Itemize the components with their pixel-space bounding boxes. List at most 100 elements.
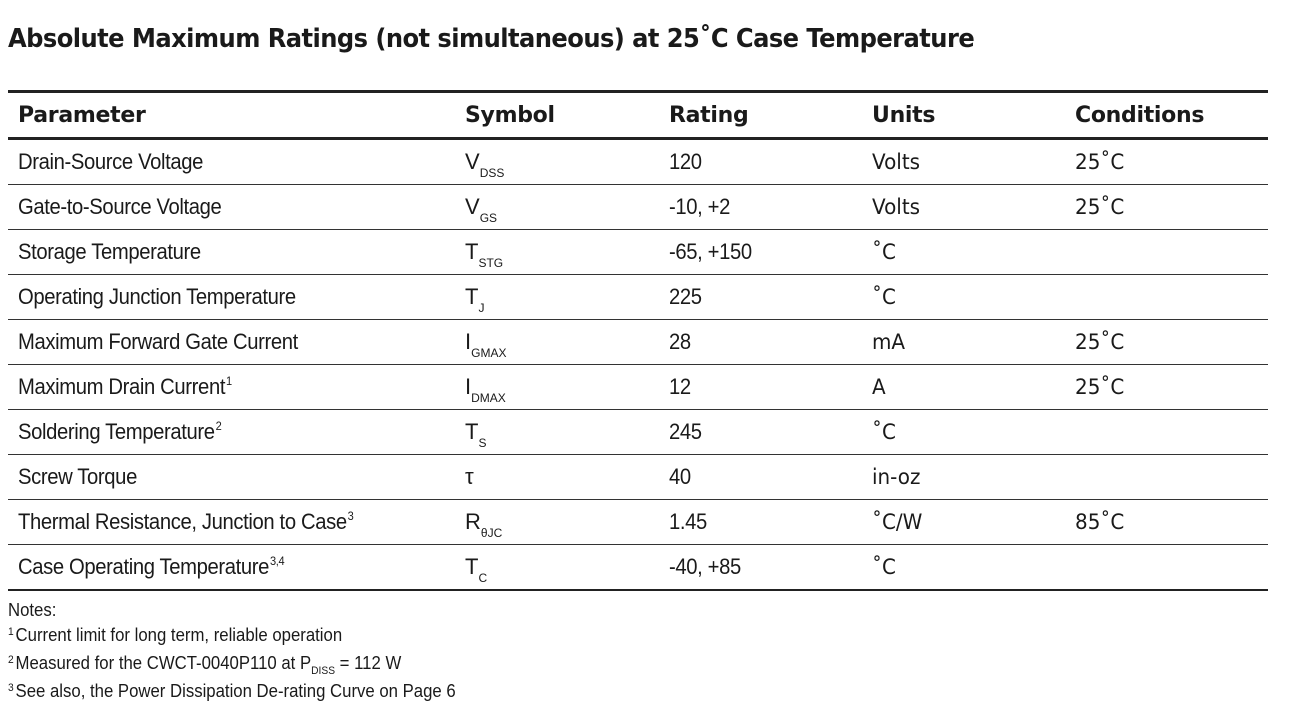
symbol-subscript: C bbox=[478, 571, 488, 585]
cell-rating: 120 bbox=[659, 149, 862, 175]
cell-symbol: TJ bbox=[455, 284, 659, 315]
cell-parameter: Maximum Forward Gate Current bbox=[8, 329, 455, 355]
rating-value: -40, +85 bbox=[669, 554, 741, 579]
cell-units: ˚C bbox=[862, 240, 1065, 264]
symbol-subscript: S bbox=[478, 436, 487, 450]
cell-rating: -10, +2 bbox=[659, 194, 862, 220]
rating-value: 120 bbox=[669, 149, 702, 174]
header-parameter: Parameter bbox=[18, 102, 146, 128]
units-value: ˚C/W bbox=[872, 510, 923, 534]
cell-conditions: 25˚C bbox=[1065, 330, 1268, 354]
units-value: A bbox=[872, 375, 886, 399]
symbol-subscript: GMAX bbox=[471, 346, 507, 360]
parameter-text: Case Operating Temperature bbox=[18, 554, 270, 579]
units-value: mA bbox=[872, 330, 906, 354]
footnote-ref: 3 bbox=[347, 509, 354, 523]
cell-symbol: TC bbox=[455, 554, 659, 585]
units-value: Volts bbox=[872, 195, 921, 219]
table-header-row: Parameter Symbol Rating Units Conditions bbox=[8, 93, 1268, 140]
rating-value: 225 bbox=[669, 284, 702, 309]
note-text: Measured for the CWCT-0040P110 at P bbox=[15, 653, 312, 673]
note-text: See also, the Power Dissipation De-ratin… bbox=[15, 681, 456, 701]
header-symbol: Symbol bbox=[465, 102, 555, 128]
cell-rating: 28 bbox=[659, 329, 862, 355]
note-3: 3 See also, the Power Dissipation De-rati… bbox=[8, 679, 456, 707]
cell-parameter: Thermal Resistance, Junction to Case3 bbox=[8, 509, 455, 535]
cell-units: Volts bbox=[862, 195, 1065, 219]
footnote-ref: 3,4 bbox=[269, 554, 285, 568]
table-row: Thermal Resistance, Junction to Case3 RθJ… bbox=[8, 500, 1268, 545]
table-row: Case Operating Temperature3,4 TC -40, +85 ˚… bbox=[8, 545, 1268, 591]
conditions-value: 85˚C bbox=[1075, 510, 1125, 534]
table-row: Screw Torque τ 40 in-oz bbox=[8, 455, 1268, 500]
cell-conditions bbox=[1065, 240, 1268, 264]
cell-parameter: Screw Torque bbox=[8, 464, 455, 490]
parameter-text: Maximum Drain Current bbox=[18, 374, 226, 399]
symbol-main: V bbox=[465, 194, 480, 219]
ratings-table: Parameter Symbol Rating Units Conditions… bbox=[8, 90, 1268, 591]
note-text: Current limit for long term, reliable op… bbox=[15, 625, 343, 645]
symbol-main: R bbox=[465, 509, 481, 534]
symbol-subscript: DSS bbox=[479, 166, 505, 180]
symbol-subscript: STG bbox=[478, 256, 504, 270]
note-number: 3 bbox=[8, 682, 14, 694]
parameter-text: Drain-Source Voltage bbox=[18, 149, 204, 174]
table-row: Soldering Temperature2 TS 245 ˚C bbox=[8, 410, 1268, 455]
cell-symbol: IGMAX bbox=[455, 329, 659, 360]
cell-conditions: 85˚C bbox=[1065, 510, 1268, 534]
cell-parameter: Drain-Source Voltage bbox=[8, 149, 455, 175]
units-value: in-oz bbox=[872, 465, 921, 489]
cell-parameter: Case Operating Temperature3,4 bbox=[8, 554, 455, 580]
cell-symbol: RθJC bbox=[455, 509, 659, 540]
header-units: Units bbox=[872, 102, 936, 128]
rating-value: 12 bbox=[669, 374, 691, 399]
symbol-main: I bbox=[465, 374, 472, 399]
cell-conditions bbox=[1065, 555, 1268, 579]
conditions-value: 25˚C bbox=[1075, 330, 1125, 354]
cell-units: in-oz bbox=[862, 465, 1065, 489]
parameter-text: Operating Junction Temperature bbox=[18, 284, 296, 309]
units-value: ˚C bbox=[872, 555, 896, 579]
symbol-main: T bbox=[465, 554, 479, 579]
parameter-text: Screw Torque bbox=[18, 464, 137, 489]
cell-parameter: Soldering Temperature2 bbox=[8, 419, 455, 445]
table-body: Drain-Source Voltage VDSS 120 Volts 25˚C Gate… bbox=[8, 140, 1268, 591]
symbol-subscript: J bbox=[478, 301, 485, 315]
conditions-value: 25˚C bbox=[1075, 375, 1125, 399]
cell-rating: -40, +85 bbox=[659, 554, 862, 580]
cell-rating: 245 bbox=[659, 419, 862, 445]
parameter-text: Storage Temperature bbox=[18, 239, 201, 264]
parameter-text: Maximum Forward Gate Current bbox=[18, 329, 298, 354]
page-title: Absolute Maximum Ratings (not simultaneo… bbox=[8, 24, 975, 54]
cell-rating: 40 bbox=[659, 464, 862, 490]
header-rating: Rating bbox=[669, 102, 749, 128]
notes-heading: Notes: bbox=[8, 600, 57, 620]
units-value: ˚C bbox=[872, 240, 896, 264]
rating-value: 40 bbox=[669, 464, 691, 489]
table-row: Operating Junction Temperature TJ 225 ˚C bbox=[8, 275, 1268, 320]
table-row: Gate-to-Source Voltage VGS -10, +2 Volts 25˚… bbox=[8, 185, 1268, 230]
conditions-value: 25˚C bbox=[1075, 150, 1125, 174]
parameter-text: Soldering Temperature bbox=[18, 419, 215, 444]
table-row: Maximum Forward Gate Current IGMAX 28 mA 25˚… bbox=[8, 320, 1268, 365]
rating-value: 1.45 bbox=[669, 509, 707, 534]
cell-conditions bbox=[1065, 285, 1268, 309]
cell-rating: 225 bbox=[659, 284, 862, 310]
notes-section: Notes: 1 Current limit for long term, rel… bbox=[8, 598, 489, 707]
symbol-subscript: DMAX bbox=[471, 391, 506, 405]
cell-parameter: Maximum Drain Current1 bbox=[8, 374, 455, 400]
symbol-main: I bbox=[465, 329, 472, 354]
footnote-ref: 2 bbox=[215, 419, 222, 433]
rating-value: 28 bbox=[669, 329, 691, 354]
rating-value: 245 bbox=[669, 419, 702, 444]
cell-conditions bbox=[1065, 420, 1268, 444]
symbol-main: T bbox=[465, 239, 479, 264]
symbol-main: T bbox=[465, 284, 479, 309]
parameter-text: Gate-to-Source Voltage bbox=[18, 194, 222, 219]
cell-units: ˚C/W bbox=[862, 510, 1065, 534]
cell-parameter: Storage Temperature bbox=[8, 239, 455, 265]
cell-units: ˚C bbox=[862, 285, 1065, 309]
cell-symbol: VDSS bbox=[455, 149, 659, 180]
table-row: Drain-Source Voltage VDSS 120 Volts 25˚C bbox=[8, 140, 1268, 185]
units-value: Volts bbox=[872, 150, 921, 174]
